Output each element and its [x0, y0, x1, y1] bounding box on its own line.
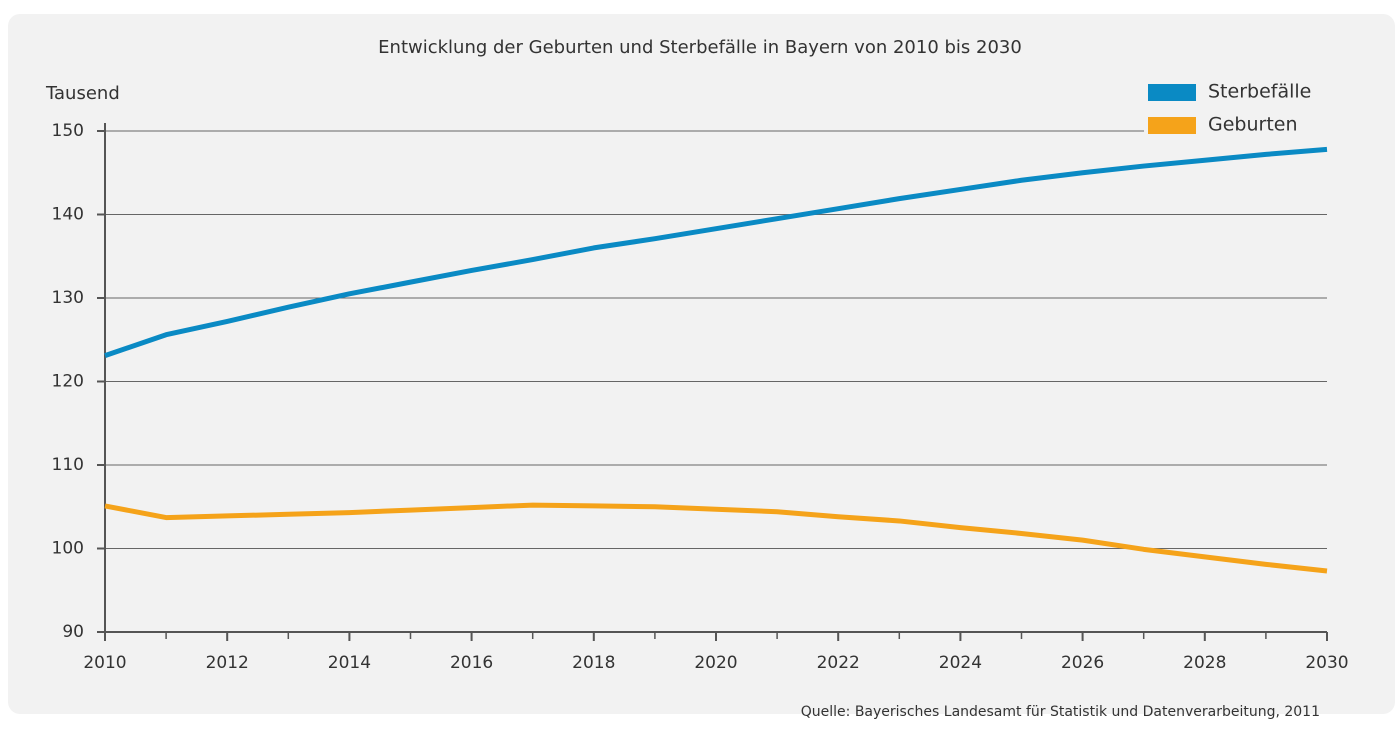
x-tick-label: 2024	[939, 653, 982, 673]
source-note: Quelle: Bayerisches Landesamt für Statis…	[801, 704, 1320, 720]
chart-panel	[8, 14, 1395, 714]
y-tick-label: 120	[52, 372, 84, 392]
x-tick-label: 2018	[572, 653, 615, 673]
data-line	[104, 146, 1328, 358]
legend-swatch	[1148, 117, 1196, 134]
x-tick-label: 2016	[450, 653, 493, 673]
x-tick-label: 2010	[83, 653, 126, 673]
legend-swatch	[1148, 84, 1196, 101]
y-tick-label: 90	[62, 622, 84, 642]
x-tick-label: 2020	[694, 653, 737, 673]
x-tick-label: 2030	[1305, 653, 1348, 673]
legend-label: Geburten	[1208, 114, 1298, 136]
y-tick-label: 100	[52, 539, 84, 559]
y-tick-label: 140	[52, 205, 84, 225]
x-tick-label: 2026	[1061, 653, 1104, 673]
legend-label: Sterbefälle	[1208, 81, 1311, 103]
x-tick-label: 2014	[328, 653, 371, 673]
y-tick-label: 150	[52, 121, 84, 141]
data-line	[104, 502, 1328, 574]
y-tick-label: 130	[52, 288, 84, 308]
x-tick-label: 2022	[817, 653, 860, 673]
y-axis-label: Tausend	[45, 83, 120, 104]
x-tick-label: 2012	[206, 653, 249, 673]
x-tick-label: 2028	[1183, 653, 1226, 673]
chart-title: Entwicklung der Geburten und Sterbefälle…	[378, 37, 1022, 58]
y-tick-label: 110	[52, 455, 84, 475]
